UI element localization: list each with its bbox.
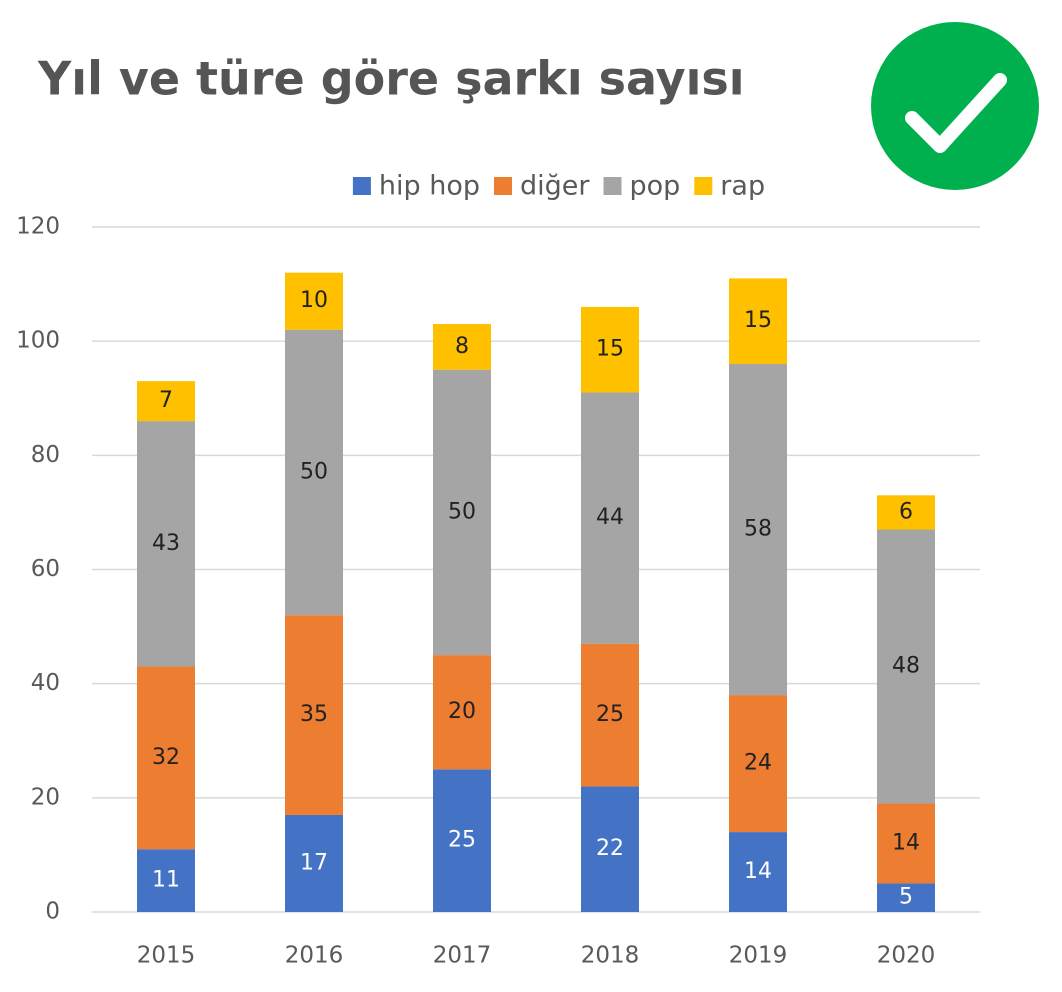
data-label: 25: [596, 702, 624, 727]
y-tick-label: 100: [16, 328, 60, 354]
data-label: 24: [744, 751, 772, 776]
data-label: 5: [899, 885, 913, 910]
y-tick-label: 60: [31, 556, 60, 582]
bar-segment: [877, 495, 935, 530]
bar-segment: [581, 392, 639, 644]
bar-segment: [729, 695, 787, 833]
bar-segment: [581, 306, 639, 393]
data-label: 35: [300, 702, 328, 727]
data-label: 58: [744, 517, 772, 542]
data-label: 10: [300, 288, 328, 313]
bar-segment: [581, 786, 639, 912]
data-label: 20: [448, 699, 476, 724]
data-label: 15: [744, 308, 772, 333]
data-label: 17: [300, 850, 328, 875]
x-tick-label: 2015: [137, 943, 196, 969]
bar-segment: [877, 803, 935, 884]
data-label: 11: [152, 868, 180, 893]
bar-segment: [729, 278, 787, 364]
bar-segment: [137, 381, 195, 422]
bar-segment: [877, 529, 935, 804]
x-tick-label: 2017: [433, 943, 492, 969]
data-label: 43: [152, 531, 180, 556]
x-tick-label: 2016: [285, 943, 344, 969]
y-tick-label: 40: [31, 670, 60, 696]
data-label: 32: [152, 745, 180, 770]
bar-segment: [433, 324, 491, 370]
x-tick-label: 2019: [729, 943, 788, 969]
data-label: 15: [596, 337, 624, 362]
data-label: 6: [899, 499, 913, 524]
data-label: 44: [596, 505, 624, 530]
chart-title: Yıl ve türe göre şarkı sayısı: [37, 52, 745, 106]
bar-segment: [137, 849, 195, 912]
y-tick-label: 80: [31, 442, 60, 468]
data-label: 22: [596, 836, 624, 861]
check-badge: [871, 22, 1039, 190]
bar-segment: [433, 655, 491, 770]
bar-segment: [137, 421, 195, 667]
y-tick-label: 120: [16, 214, 60, 240]
data-label: 7: [159, 388, 173, 413]
bar-segment: [285, 272, 343, 330]
bar-segment: [137, 666, 195, 850]
legend-label: pop: [630, 171, 681, 202]
y-tick-label: 20: [31, 784, 60, 810]
y-tick-label: 0: [45, 899, 60, 925]
data-label: 14: [892, 831, 920, 856]
bar-segment: [285, 615, 343, 815]
bar-segment: [285, 814, 343, 912]
data-label: 50: [300, 459, 328, 484]
x-tick-label: 2018: [581, 943, 640, 969]
legend-swatch: [603, 177, 622, 195]
data-label: 48: [892, 654, 920, 679]
bar-segment: [285, 329, 343, 616]
data-label: 8: [455, 334, 469, 359]
bar-segment: [433, 369, 491, 656]
legend-swatch: [494, 177, 513, 195]
x-tick-label: 2020: [877, 943, 936, 969]
data-label: 25: [448, 828, 476, 853]
legend-label: hip hop: [379, 171, 480, 202]
legend-label: rap: [720, 171, 765, 202]
bar-segment: [433, 769, 491, 912]
bar-segment: [729, 364, 787, 696]
bar-segment: [729, 832, 787, 912]
bar-segment: [877, 883, 935, 912]
data-label: 50: [448, 499, 476, 524]
data-label: 14: [744, 859, 772, 884]
legend-swatch: [352, 177, 371, 195]
legend-label: diğer: [520, 171, 590, 202]
bar-segment: [581, 643, 639, 787]
legend-swatch: [694, 177, 713, 195]
